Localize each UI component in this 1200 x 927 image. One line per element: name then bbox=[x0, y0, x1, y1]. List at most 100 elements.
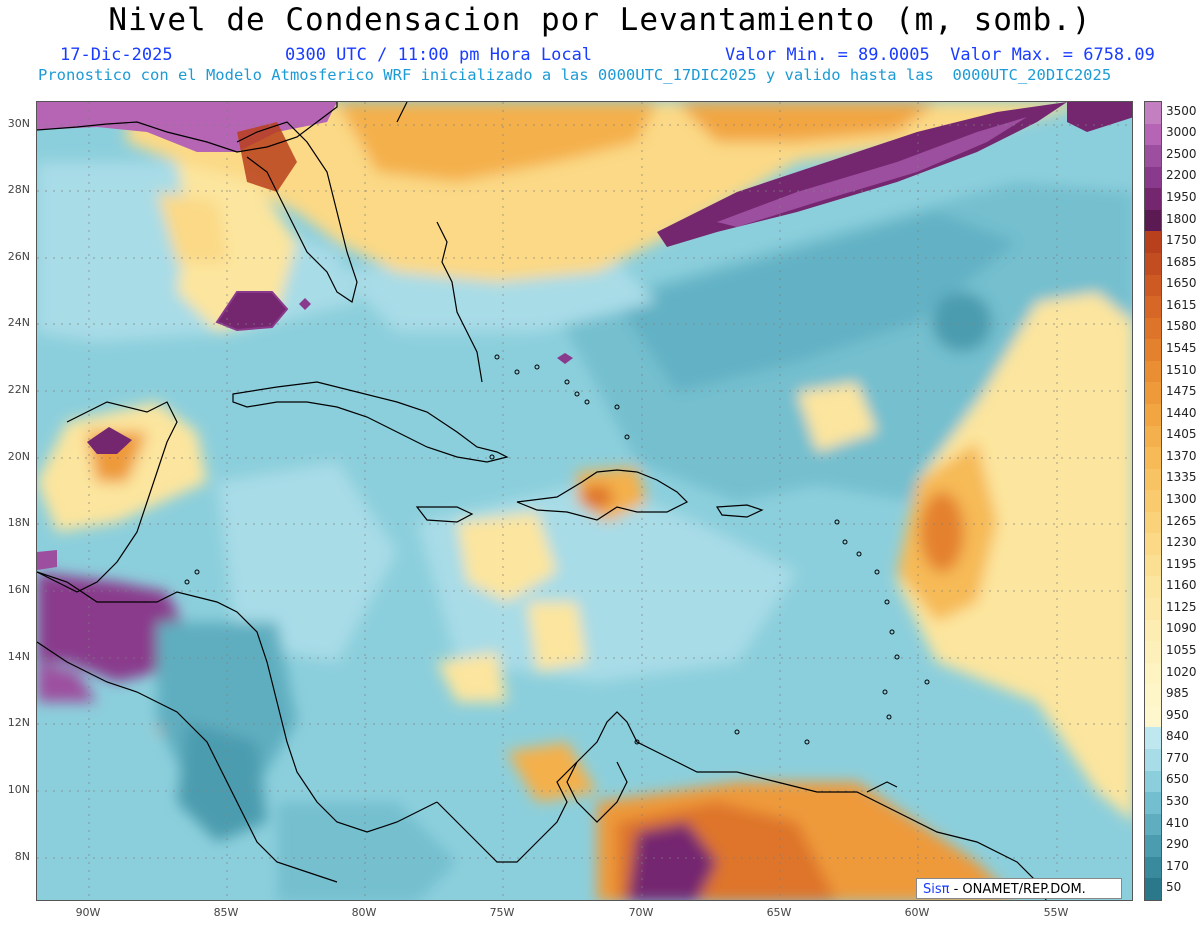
map-title: Nivel de Condensacion por Levantamiento … bbox=[108, 2, 1092, 38]
color-scale-label: 50 bbox=[1166, 880, 1182, 895]
color-scale-swatch bbox=[1145, 641, 1161, 664]
lon-label: 60W bbox=[904, 906, 930, 919]
color-scale-swatch bbox=[1145, 770, 1161, 793]
color-scale-label: 3500 bbox=[1166, 103, 1197, 118]
color-scale-label: 1650 bbox=[1166, 276, 1197, 291]
color-scale-label: 650 bbox=[1166, 772, 1189, 787]
color-scale-swatch bbox=[1145, 511, 1161, 534]
color-scale-swatch bbox=[1145, 554, 1161, 577]
lon-label: 85W bbox=[213, 906, 239, 919]
color-scale-label: 840 bbox=[1166, 729, 1189, 744]
color-scale-swatch bbox=[1145, 102, 1161, 125]
valid-time: 0300 UTC / 11:00 pm Hora Local bbox=[285, 45, 593, 65]
color-scale-label: 290 bbox=[1166, 837, 1189, 852]
lon-label: 65W bbox=[766, 906, 792, 919]
color-scale-swatch bbox=[1145, 166, 1161, 189]
graticule bbox=[37, 102, 1132, 900]
color-scale-label: 2500 bbox=[1166, 146, 1197, 161]
lat-label: 20N bbox=[7, 450, 30, 463]
lat-label: 26N bbox=[7, 250, 30, 263]
lat-label: 30N bbox=[7, 117, 30, 130]
forecast-date: 17-Dic-2025 bbox=[60, 45, 173, 65]
color-scale-label: 1405 bbox=[1166, 427, 1197, 442]
color-scale-label: 950 bbox=[1166, 707, 1189, 722]
color-scale-swatch bbox=[1145, 533, 1161, 556]
color-scale-swatch bbox=[1145, 447, 1161, 470]
lon-label: 55W bbox=[1043, 906, 1069, 919]
color-scale-swatch bbox=[1145, 145, 1161, 168]
lon-label: 90W bbox=[75, 906, 101, 919]
color-scale-label: 1300 bbox=[1166, 492, 1197, 506]
color-scale-label: 1090 bbox=[1166, 621, 1197, 636]
color-scale-label: 1615 bbox=[1166, 297, 1197, 312]
color-scale-label: 1370 bbox=[1166, 448, 1197, 463]
color-scale-label: 1020 bbox=[1166, 664, 1197, 679]
color-scale-label: 1580 bbox=[1166, 319, 1197, 334]
color-scale-label: 1230 bbox=[1166, 535, 1197, 550]
lat-label: 14N bbox=[7, 650, 30, 663]
map-panel bbox=[36, 101, 1133, 901]
color-scale-label: 1195 bbox=[1166, 556, 1197, 571]
color-scale-label: 1440 bbox=[1166, 405, 1197, 420]
color-scale-swatch bbox=[1145, 598, 1161, 621]
color-scale-label: 3000 bbox=[1166, 125, 1197, 140]
color-scale-swatch bbox=[1145, 123, 1161, 146]
color-scale-label: 530 bbox=[1166, 793, 1189, 808]
lat-label: 28N bbox=[7, 183, 30, 196]
color-scale-swatch bbox=[1145, 576, 1161, 599]
color-scale-swatch bbox=[1145, 468, 1161, 491]
lon-label: 75W bbox=[489, 906, 515, 919]
lat-label: 22N bbox=[7, 383, 30, 396]
color-scale-label: 1510 bbox=[1166, 362, 1197, 377]
color-scale-label: 770 bbox=[1166, 750, 1189, 765]
lcl-field-map bbox=[37, 102, 1132, 900]
color-scale-label: 410 bbox=[1166, 815, 1189, 830]
color-scale-label: 985 bbox=[1166, 686, 1189, 701]
color-scale-swatch bbox=[1145, 296, 1161, 319]
color-scale-swatch bbox=[1145, 490, 1161, 513]
lat-label: 8N bbox=[14, 850, 30, 863]
lat-label: 18N bbox=[7, 516, 30, 529]
color-scale-swatch bbox=[1145, 835, 1161, 858]
color-scale-bar bbox=[1144, 101, 1162, 901]
color-scale-label: 1265 bbox=[1166, 513, 1197, 528]
color-scale-label: 1950 bbox=[1166, 190, 1197, 205]
color-scale-swatch bbox=[1145, 856, 1161, 879]
color-scale-swatch bbox=[1145, 360, 1161, 383]
color-scale-swatch bbox=[1145, 662, 1161, 685]
color-scale-swatch bbox=[1145, 188, 1161, 211]
color-scale-swatch bbox=[1145, 252, 1161, 276]
lon-label: 70W bbox=[628, 906, 654, 919]
lon-label: 80W bbox=[351, 906, 377, 919]
color-scale-label: 1750 bbox=[1166, 233, 1197, 248]
color-scale-swatch bbox=[1145, 209, 1161, 232]
islands bbox=[184, 354, 930, 745]
min-max-values: Valor Min. = 89.0005 Valor Max. = 6758.0… bbox=[725, 45, 1155, 65]
color-scale-swatch bbox=[1145, 231, 1161, 254]
color-scale-label: 1545 bbox=[1166, 341, 1197, 356]
credit-box: Sisπ - ONAMET/REP.DOM. bbox=[916, 878, 1122, 899]
color-scale-label: 1125 bbox=[1166, 599, 1197, 614]
lat-label: 24N bbox=[7, 316, 30, 329]
color-scale-swatch bbox=[1145, 425, 1161, 448]
color-scale-label: 170 bbox=[1166, 858, 1189, 873]
color-scale-swatch bbox=[1145, 403, 1161, 426]
color-scale-swatch bbox=[1145, 813, 1161, 836]
color-scale-swatch bbox=[1145, 878, 1161, 901]
lat-label: 12N bbox=[7, 716, 30, 729]
high-lcl-regions bbox=[37, 102, 1132, 570]
coastlines bbox=[37, 102, 1047, 900]
color-scale-label: 1685 bbox=[1166, 254, 1197, 269]
lat-label: 16N bbox=[7, 583, 30, 596]
color-scale-label: 2200 bbox=[1166, 168, 1197, 183]
color-scale-swatch bbox=[1145, 684, 1161, 707]
model-subtitle: Pronostico con el Modelo Atmosferico WRF… bbox=[38, 66, 1112, 84]
color-scale-label: 1800 bbox=[1166, 211, 1197, 226]
shaded-field bbox=[37, 102, 1132, 900]
color-scale-swatch bbox=[1145, 727, 1161, 750]
color-scale-label: 1160 bbox=[1166, 578, 1197, 593]
color-scale-swatch bbox=[1145, 705, 1161, 728]
color-scale-swatch bbox=[1145, 619, 1161, 642]
color-scale-label: 1475 bbox=[1166, 384, 1197, 399]
color-scale-label: 1335 bbox=[1166, 470, 1197, 485]
